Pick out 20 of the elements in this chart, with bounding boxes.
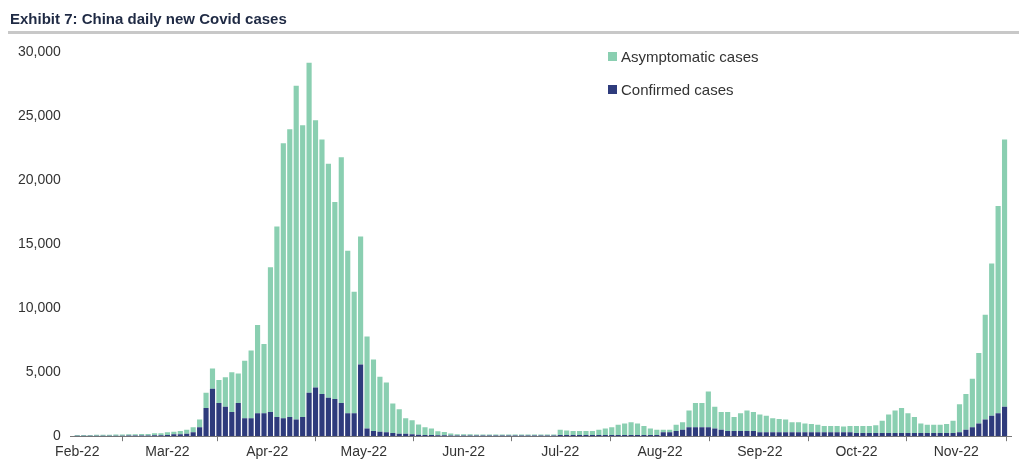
chart-title: Exhibit 7: China daily new Covid cases (8, 8, 1019, 34)
y-tick-label: 0 (53, 427, 62, 444)
x-tick-label: Oct-22 (835, 443, 878, 460)
y-tick-label: 5,000 (25, 363, 62, 380)
y-tick-label: 25,000 (17, 107, 62, 124)
x-tick-label: Apr-22 (246, 443, 289, 460)
x-tick-label: May-22 (340, 443, 388, 460)
y-tick-label: 10,000 (17, 299, 62, 316)
x-tick-label: Nov-22 (933, 443, 980, 460)
legend-label: Asymptomatic cases (621, 48, 759, 65)
y-tick-label: 30,000 (17, 43, 62, 60)
x-tick-label: Jun-22 (442, 443, 486, 460)
x-tick-label: Sep-22 (737, 443, 783, 460)
x-tick-label: Mar-22 (145, 443, 190, 460)
legend-label: Confirmed cases (621, 81, 734, 98)
x-tick-label: Jul-22 (541, 443, 580, 460)
y-tick-label: 20,000 (17, 171, 62, 188)
x-tick-label: Aug-22 (637, 443, 683, 460)
x-tick-label: Feb-22 (55, 443, 100, 460)
y-tick-label: 15,000 (17, 235, 62, 252)
